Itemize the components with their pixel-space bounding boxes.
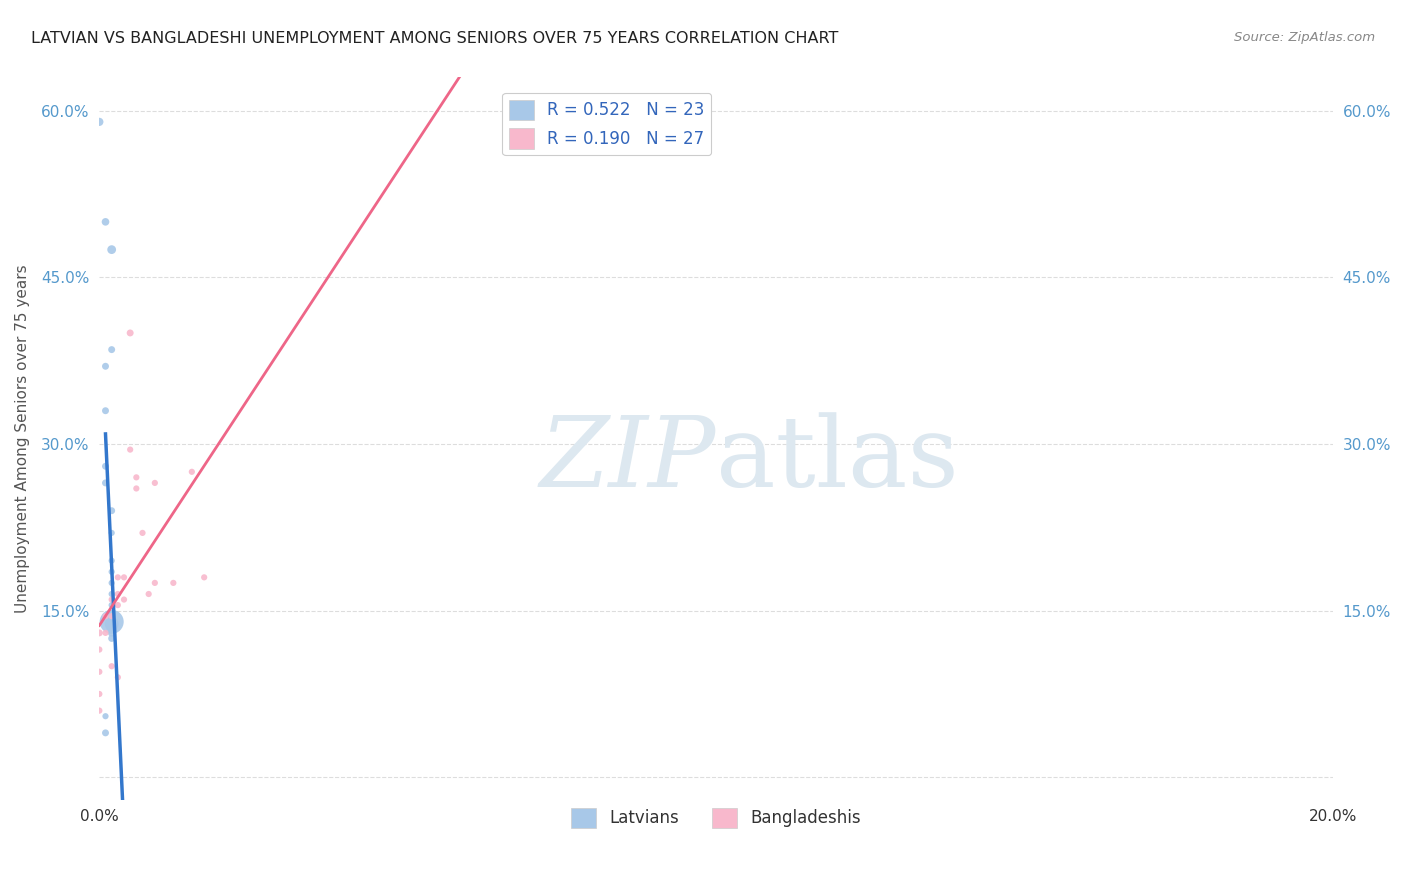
Point (89, 665, 111, 679)
Point (131, 525, 153, 540)
Point (100, 632, 122, 646)
Point (94, 459, 117, 474)
Point (100, 243, 122, 257)
Point (180, 465, 202, 479)
Point (143, 475, 166, 490)
Point (125, 470, 148, 484)
Point (89, 687, 111, 701)
Point (120, 442, 142, 457)
Point (94, 709, 117, 723)
Point (89, 704, 111, 718)
Point (162, 575, 184, 590)
Point (94, 726, 117, 740)
Point (100, 659, 122, 673)
Text: LATVIAN VS BANGLADESHI UNEMPLOYMENT AMONG SENIORS OVER 75 YEARS CORRELATION CHAR: LATVIAN VS BANGLADESHI UNEMPLOYMENT AMON… (31, 31, 838, 46)
Point (193, 570, 215, 584)
Point (107, 598, 129, 612)
Point (100, 554, 122, 568)
Point (94, 626, 117, 640)
Point (100, 587, 122, 601)
Point (138, 587, 160, 601)
Point (112, 592, 135, 607)
Point (100, 606, 122, 620)
Point (89, 642, 111, 657)
Point (100, 343, 122, 357)
Legend: Latvians, Bangladeshis: Latvians, Bangladeshis (564, 801, 868, 835)
Y-axis label: Unemployment Among Seniors over 75 years: Unemployment Among Seniors over 75 years (15, 264, 30, 613)
Text: ZIP: ZIP (540, 412, 716, 508)
Point (94, 609, 117, 624)
Point (100, 504, 122, 518)
Point (100, 617, 122, 632)
Point (100, 620, 122, 634)
Point (94, 215, 117, 229)
Point (107, 587, 129, 601)
Point (112, 570, 135, 584)
Point (94, 359, 117, 374)
Point (100, 626, 122, 640)
Point (89, 115, 111, 129)
Point (100, 575, 122, 590)
Point (100, 615, 122, 629)
Point (120, 326, 142, 340)
Point (107, 570, 129, 584)
Point (100, 565, 122, 579)
Text: Source: ZipAtlas.com: Source: ZipAtlas.com (1234, 31, 1375, 45)
Point (107, 670, 129, 684)
Point (100, 609, 122, 624)
Text: atlas: atlas (716, 412, 959, 508)
Point (94, 403, 117, 417)
Point (125, 482, 148, 496)
Point (89, 626, 111, 640)
Point (94, 475, 117, 490)
Point (100, 592, 122, 607)
Point (100, 525, 122, 540)
Point (143, 575, 166, 590)
Point (100, 598, 122, 612)
